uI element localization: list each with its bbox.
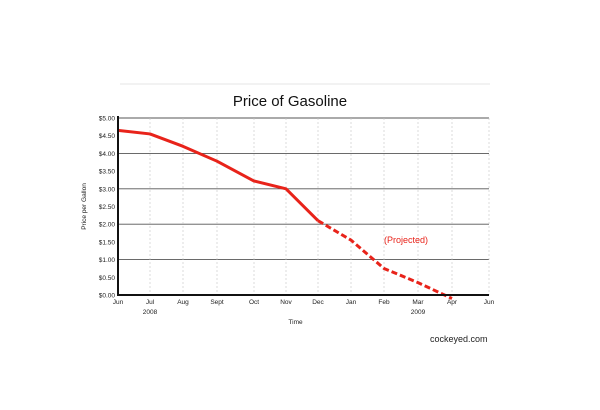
- x-tick-label: Jun: [484, 299, 495, 306]
- x-tick-label: Oct: [249, 299, 259, 306]
- y-tick-labels: $0.00 $0.50 $1.00 $1.50 $2.00 $2.50 $3.00 $3.50…: [99, 116, 116, 300]
- x-tick-label: Jan: [346, 299, 357, 306]
- y-tick-label: $1.00: [99, 257, 116, 264]
- year-label: 2009: [411, 309, 426, 316]
- actual-series-line: [117, 128, 320, 222]
- y-tick-label: $2.00: [99, 222, 116, 229]
- x-axis-label: Time: [288, 319, 303, 326]
- y-tick-label: $0.00: [99, 293, 116, 300]
- chart-title: Price of Gasoline: [233, 93, 347, 110]
- y-tick-label: $4.00: [99, 151, 116, 158]
- series-lines: [117, 128, 453, 300]
- annotations: (Projected): [384, 235, 428, 245]
- vertical-gridlines: [149, 118, 490, 295]
- projected-annotation: (Projected): [384, 235, 428, 245]
- x-tick-label: Feb: [378, 299, 390, 306]
- x-tick-label: Apr: [447, 299, 458, 306]
- x-tick-label: Sept: [210, 299, 224, 306]
- x-tick-label: Aug: [177, 299, 189, 306]
- x-tick-label: Nov: [280, 299, 292, 306]
- horizontal-gridlines: [118, 117, 489, 261]
- year-label: 2008: [143, 309, 158, 316]
- y-tick-label: $1.50: [99, 239, 116, 246]
- y-tick-label: $0.50: [99, 275, 116, 282]
- y-tick-label: $3.50: [99, 169, 116, 176]
- x-tick-label: Mar: [412, 299, 424, 306]
- y-axis-label: Price per Gallon: [81, 183, 88, 230]
- x-tick-label: Dec: [312, 299, 324, 306]
- y-tick-label: $5.00: [99, 116, 116, 123]
- credit-text: cockeyed.com: [430, 334, 488, 344]
- x-tick-labels: Jun Jul Aug Sept Oct Nov Dec Jan Feb Mar Apr Jun: [113, 299, 495, 306]
- x-tick-label: Jul: [146, 299, 155, 306]
- year-labels: 2008 2009: [143, 309, 426, 316]
- y-tick-label: $3.00: [99, 186, 116, 193]
- x-tick-label: Jun: [113, 299, 124, 306]
- y-tick-label: $2.50: [99, 204, 116, 211]
- y-tick-label: $4.50: [99, 133, 116, 140]
- projected-series-line: [317, 219, 453, 300]
